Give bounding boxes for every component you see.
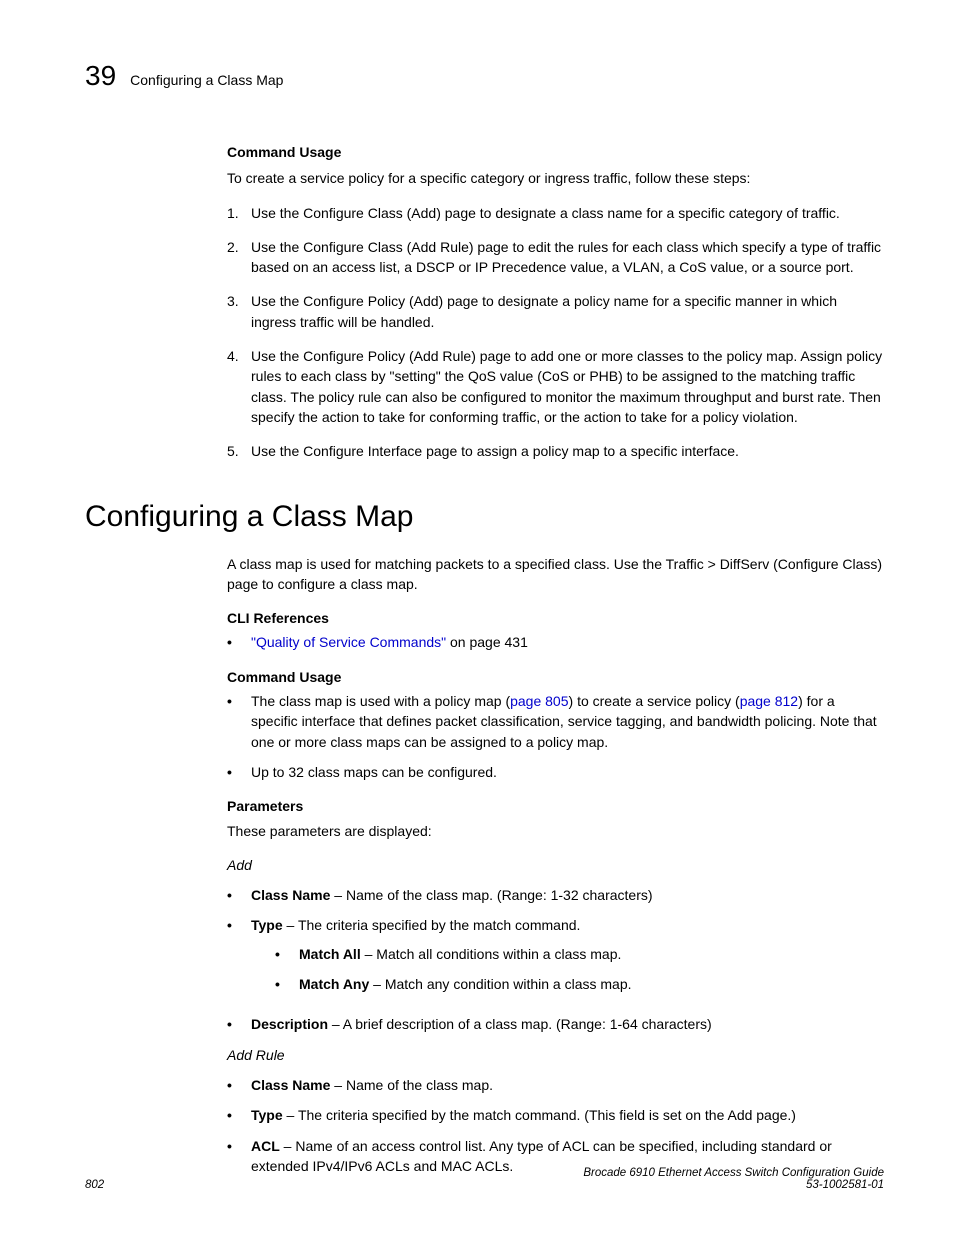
step-text: Use the Configure Interface page to assi… xyxy=(251,441,884,461)
list-item: • Match All – Match all conditions withi… xyxy=(275,944,884,964)
param-text: Type – The criteria specified by the mat… xyxy=(251,1105,884,1125)
list-item: • Type – The criteria specified by the m… xyxy=(227,1105,884,1125)
add-params-list: • Class Name – Name of the class map. (R… xyxy=(227,885,884,1034)
parameters-intro: These parameters are displayed: xyxy=(227,821,884,841)
type-sublist: • Match All – Match all conditions withi… xyxy=(275,944,884,995)
bullet-icon: • xyxy=(227,1075,251,1095)
bullet-icon: • xyxy=(227,762,251,782)
param-text: Description – A brief description of a c… xyxy=(251,1014,884,1034)
content-block-2: A class map is used for matching packets… xyxy=(227,554,884,1177)
step-item: 5.Use the Configure Interface page to as… xyxy=(227,441,884,461)
footer-right: Brocade 6910 Ethernet Access Switch Conf… xyxy=(583,1167,884,1191)
command-usage-label: Command Usage xyxy=(227,142,884,162)
step-number: 3. xyxy=(227,291,251,332)
steps-list: 1.Use the Configure Class (Add) page to … xyxy=(227,203,884,462)
list-item: • The class map is used with a policy ma… xyxy=(227,691,884,752)
content-block-1: Command Usage To create a service policy… xyxy=(227,142,884,462)
section-intro: A class map is used for matching packets… xyxy=(227,554,884,595)
list-item: • Description – A brief description of a… xyxy=(227,1014,884,1034)
command-usage-list: • The class map is used with a policy ma… xyxy=(227,691,884,782)
step-text: Use the Configure Class (Add Rule) page … xyxy=(251,237,884,278)
command-usage-label-2: Command Usage xyxy=(227,667,884,687)
page-link[interactable]: page 805 xyxy=(510,693,568,709)
header-title: Configuring a Class Map xyxy=(130,72,283,88)
list-item: • Up to 32 class maps can be configured. xyxy=(227,762,884,782)
add-sublabel: Add xyxy=(227,855,884,875)
bullet-icon: • xyxy=(227,632,251,652)
step-item: 2.Use the Configure Class (Add Rule) pag… xyxy=(227,237,884,278)
page-link[interactable]: page 812 xyxy=(740,693,798,709)
page-footer: 802 Brocade 6910 Ethernet Access Switch … xyxy=(85,1167,884,1191)
step-text: Use the Configure Class (Add) page to de… xyxy=(251,203,884,223)
bullet-icon: • xyxy=(275,944,299,964)
list-item: • Class Name – Name of the class map. xyxy=(227,1075,884,1095)
list-item: • Type – The criteria specified by the m… xyxy=(227,915,884,1004)
bullet-icon: • xyxy=(227,691,251,752)
step-text: Use the Configure Policy (Add Rule) page… xyxy=(251,346,884,427)
parameters-label: Parameters xyxy=(227,796,884,816)
chapter-number: 39 xyxy=(85,60,116,92)
step-item: 3.Use the Configure Policy (Add) page to… xyxy=(227,291,884,332)
cli-ref-text: "Quality of Service Commands" on page 43… xyxy=(251,632,884,652)
step-item: 1.Use the Configure Class (Add) page to … xyxy=(227,203,884,223)
addrule-sublabel: Add Rule xyxy=(227,1045,884,1065)
intro-paragraph: To create a service policy for a specifi… xyxy=(227,168,884,188)
list-item: • Class Name – Name of the class map. (R… xyxy=(227,885,884,905)
step-number: 5. xyxy=(227,441,251,461)
step-number: 2. xyxy=(227,237,251,278)
doc-id: 53-1002581-01 xyxy=(583,1179,884,1191)
cli-references-list: • "Quality of Service Commands" on page … xyxy=(227,632,884,652)
page-number: 802 xyxy=(85,1179,104,1191)
param-text: Class Name – Name of the class map. (Ran… xyxy=(251,885,884,905)
step-number: 1. xyxy=(227,203,251,223)
param-text: Class Name – Name of the class map. xyxy=(251,1075,884,1095)
list-item: • Match Any – Match any condition within… xyxy=(275,974,884,994)
cli-link[interactable]: "Quality of Service Commands" xyxy=(251,634,446,650)
bullet-icon: • xyxy=(227,885,251,905)
usage-text: The class map is used with a policy map … xyxy=(251,691,884,752)
step-number: 4. xyxy=(227,346,251,427)
page-header: 39 Configuring a Class Map xyxy=(85,60,884,92)
param-text: Type – The criteria specified by the mat… xyxy=(251,915,884,1004)
cli-link-suffix: on page 431 xyxy=(446,634,528,650)
bullet-icon: • xyxy=(275,974,299,994)
cli-references-label: CLI References xyxy=(227,608,884,628)
step-text: Use the Configure Policy (Add) page to d… xyxy=(251,291,884,332)
main-heading: Configuring a Class Map xyxy=(85,500,884,534)
list-item: • "Quality of Service Commands" on page … xyxy=(227,632,884,652)
doc-title: Brocade 6910 Ethernet Access Switch Conf… xyxy=(583,1167,884,1179)
step-item: 4.Use the Configure Policy (Add Rule) pa… xyxy=(227,346,884,427)
bullet-icon: • xyxy=(227,1105,251,1125)
usage-text: Up to 32 class maps can be configured. xyxy=(251,762,884,782)
bullet-icon: • xyxy=(227,915,251,1004)
addrule-params-list: • Class Name – Name of the class map. • … xyxy=(227,1075,884,1176)
bullet-icon: • xyxy=(227,1014,251,1034)
